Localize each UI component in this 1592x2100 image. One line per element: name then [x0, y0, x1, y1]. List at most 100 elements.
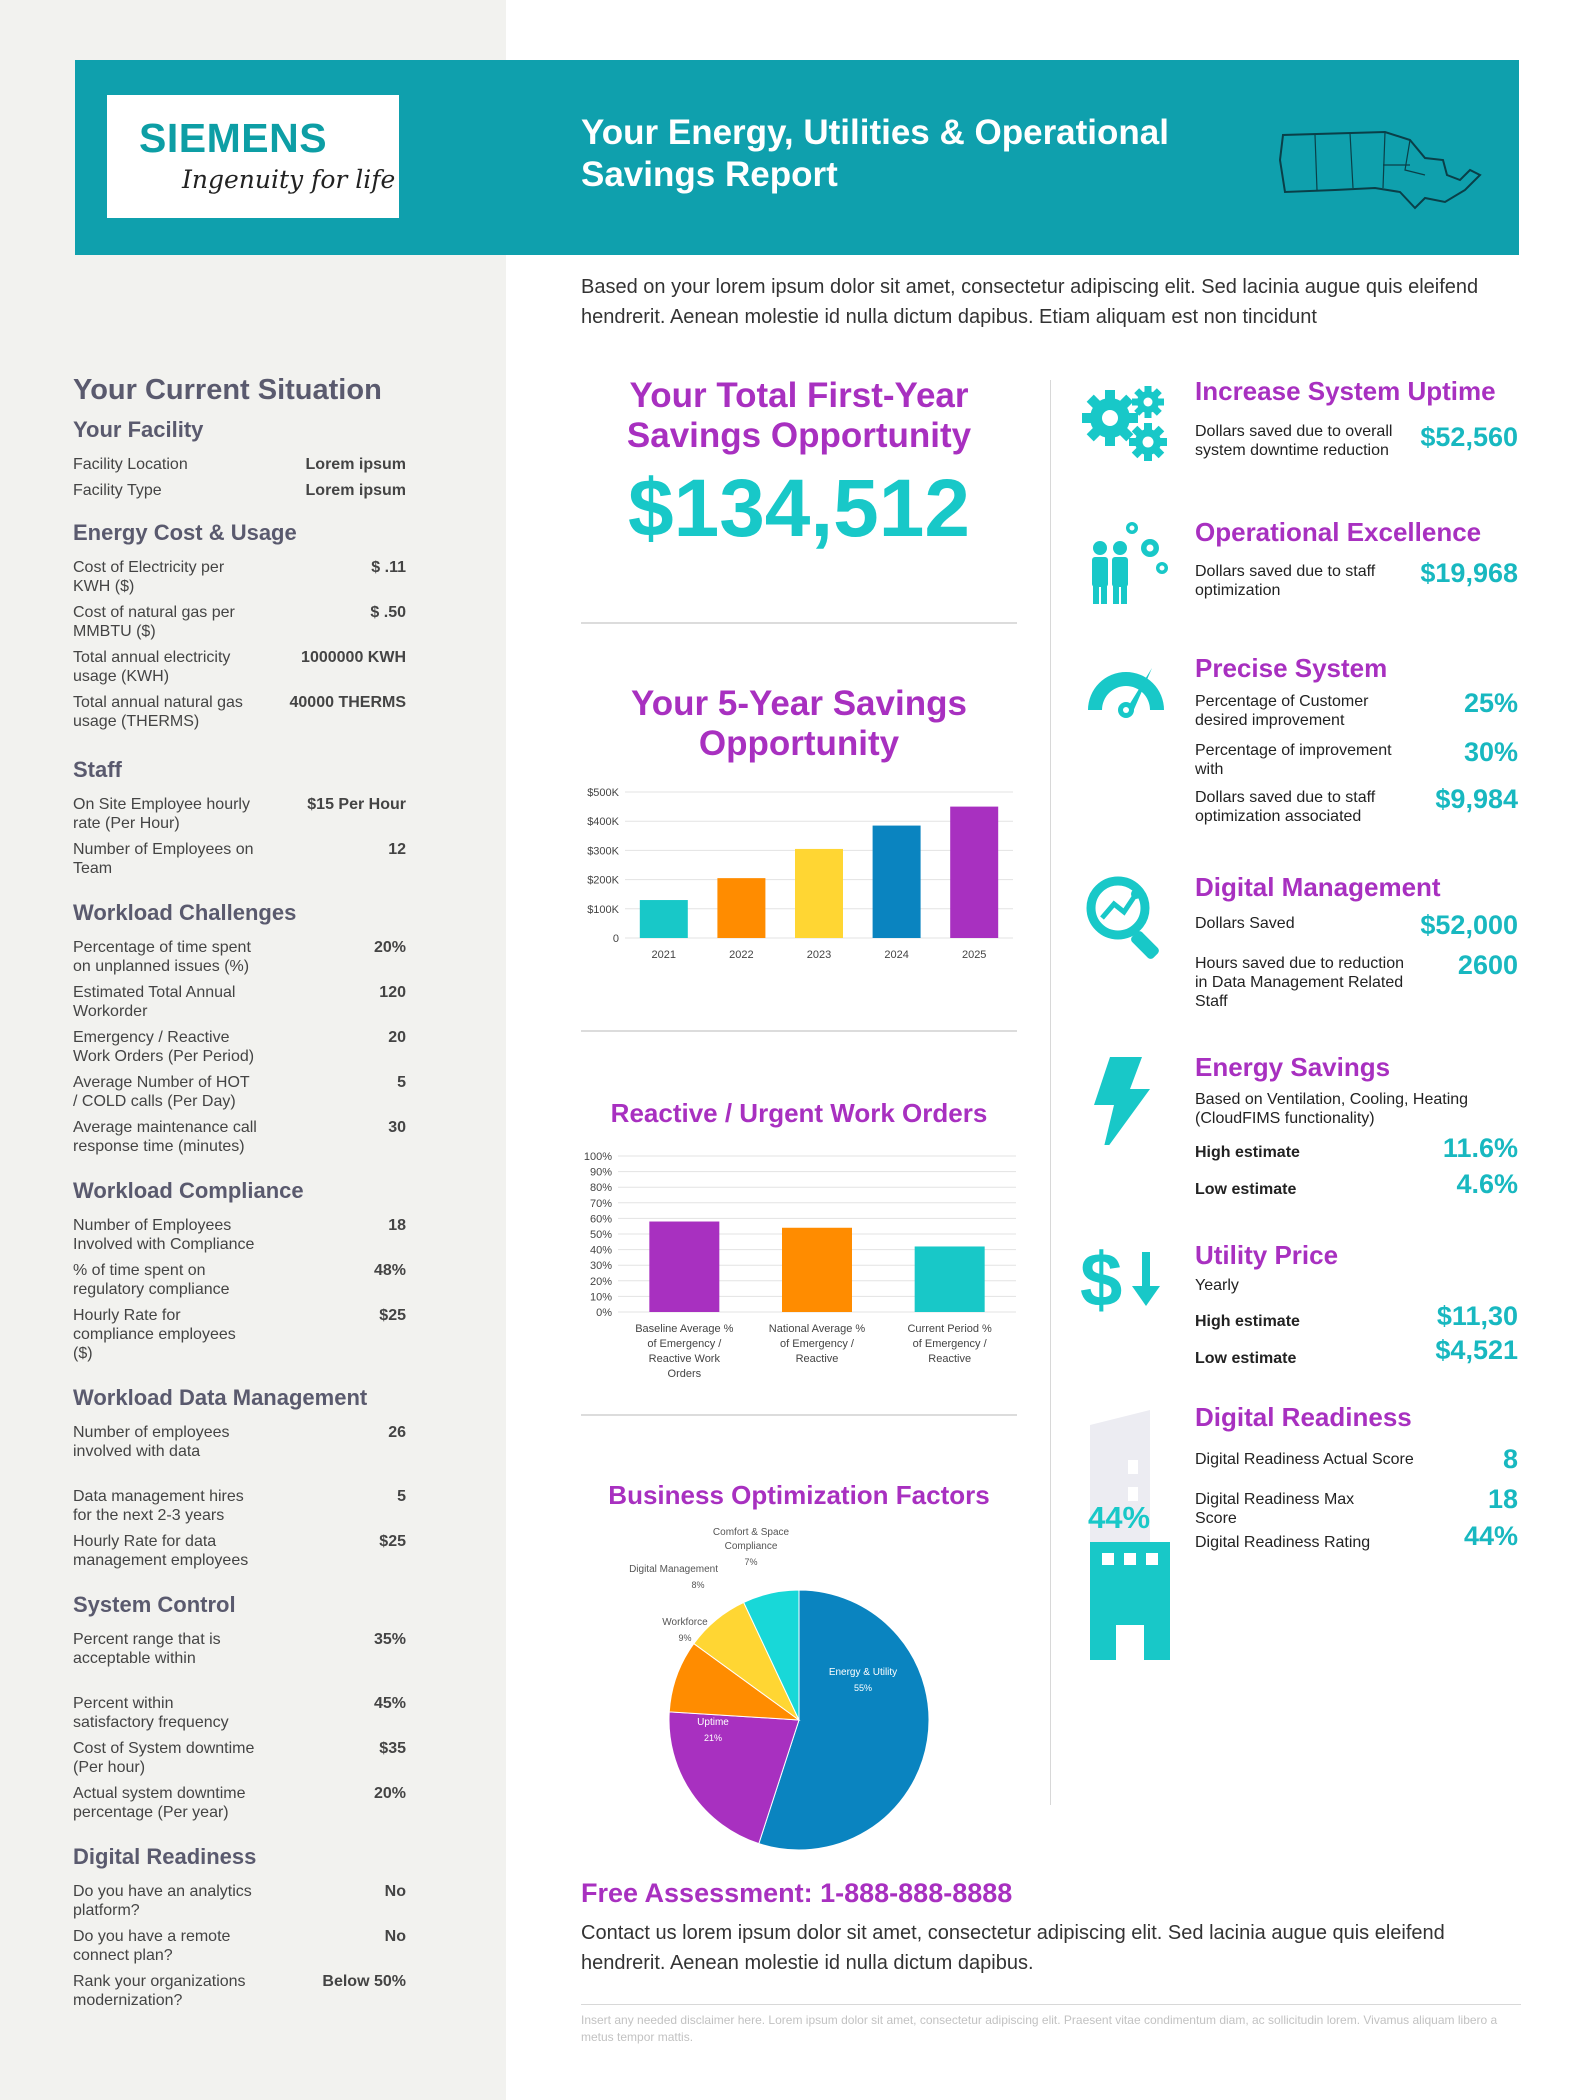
sidebar-row-label: Average Number of HOT / COLD calls (Per …: [73, 1074, 250, 1110]
sidebar-row-label: Cost of System downtime (Per hour): [73, 1740, 255, 1776]
sidebar-row-label: Actual system downtime percentage (Per y…: [73, 1785, 246, 1821]
sidebar-row-value: $ .50: [370, 604, 406, 621]
sidebar-row: Estimated Total Annual Workorder 120: [73, 983, 406, 1021]
sidebar-row-value: $25: [379, 1307, 406, 1324]
sidebar-row-label: Percentage of time spent on unplanned is…: [73, 939, 251, 975]
x-tick-label: 2024: [884, 949, 908, 961]
x-tick-label: Baseline Average %: [635, 1323, 733, 1335]
pie-slice-percent: 8%: [691, 1580, 704, 1590]
digital-mgmt-value: $52,000: [1420, 910, 1518, 940]
energy-low-value: 4.6%: [1456, 1169, 1518, 1199]
sidebar-row: Data management hires for the next 2-3 y…: [73, 1487, 406, 1525]
bar-2025: [950, 806, 999, 938]
y-tick-label: $400K: [587, 816, 619, 828]
energy-low-label: Low estimate: [1195, 1181, 1297, 1198]
opex-value: $19,968: [1420, 558, 1518, 588]
sidebar-row-value: No: [384, 1928, 406, 1945]
sidebar-row-value: Below 50%: [322, 1973, 406, 1990]
sidebar-row: Number of Employees Involved with Compli…: [73, 1216, 406, 1254]
column-divider: [1050, 380, 1051, 1805]
factors-title: Business Optimization Factors: [608, 1480, 990, 1510]
sidebar-row-value: 18: [388, 1217, 406, 1234]
y-tick-label: $300K: [587, 845, 619, 857]
sidebar-row: Hourly Rate for data management employee…: [73, 1532, 406, 1570]
bar-2024: [872, 825, 921, 938]
sidebar-section-heading: Staff: [73, 757, 122, 782]
logo-wordmark: SIEMENS: [139, 115, 328, 161]
sidebar-row: Cost of natural gas per MMBTU ($) $ .50: [73, 603, 406, 641]
pie-slice-label: Digital Management: [629, 1564, 718, 1575]
current-situation-sidebar: Your Current Situation Your Facility Faci…: [73, 374, 406, 2017]
x-tick-label: Reactive: [928, 1353, 971, 1365]
sidebar-row: Do you have a remote connect plan? No: [73, 1927, 406, 1965]
sidebar-row: Total annual electricity usage (KWH) 1000…: [73, 648, 406, 686]
readiness-label: Digital Readiness Max Score: [1195, 1491, 1355, 1527]
uptime-label: Dollars saved due to overall system down…: [1195, 423, 1393, 459]
sidebar-row-label: Average maintenance call response time (…: [73, 1119, 257, 1155]
sidebar-row: On Site Employee hourly rate (Per Hour) $…: [73, 795, 406, 833]
sidebar-row-value: 20: [388, 1029, 406, 1046]
work-orders-bar-chart: 0% 10% 20% 30% 40% 50% 60% 70% 80% 90% 100% Baselin…: [584, 1151, 1016, 1378]
sidebar-row: Percent within satisfactory frequency 45%: [73, 1694, 406, 1732]
sidebar-row: Facility Location Lorem ipsum: [73, 455, 406, 474]
utility-high-label: High estimate: [1195, 1313, 1300, 1330]
sidebar-row-label: Emergency / Reactive Work Orders (Per Pe…: [73, 1029, 255, 1065]
sidebar-section-heading: Your Facility: [73, 417, 204, 442]
y-tick-label: 70%: [590, 1198, 612, 1210]
x-tick-label: Orders: [668, 1368, 702, 1378]
sidebar-row-label: Do you have a remote connect plan?: [73, 1928, 231, 1964]
sidebar-row: Emergency / Reactive Work Orders (Per Pe…: [73, 1028, 406, 1066]
readiness-icon-percent: 44%: [1088, 1500, 1151, 1535]
sidebar-row-label: On Site Employee hourly rate (Per Hour): [73, 796, 250, 832]
sidebar-row-label: % of time spent on regulatory compliance: [73, 1262, 230, 1298]
y-tick-label: 10%: [590, 1291, 612, 1303]
x-tick-label: of Emergency /: [647, 1338, 722, 1350]
utility-desc: Yearly: [1195, 1277, 1239, 1294]
sidebar-row-value: 30: [388, 1119, 406, 1136]
report-header: SIEMENS Ingenuity for life Your Energy, …: [75, 60, 1519, 255]
sidebar-row-label: Data management hires for the next 2-3 y…: [73, 1488, 244, 1524]
sidebar-row: Do you have an analytics platform? No: [73, 1882, 406, 1920]
precise-value: 25%: [1463, 688, 1518, 718]
utility-high-value: $11,30: [1436, 1301, 1518, 1331]
sidebar-row: Facility Type Lorem ipsum: [73, 481, 406, 500]
uptime-title: Increase System Uptime: [1195, 376, 1496, 406]
uptime-value: $52,560: [1420, 422, 1518, 452]
sidebar-section-heading: Workload Compliance: [73, 1178, 304, 1203]
y-tick-label: 80%: [590, 1182, 612, 1194]
pie-slice-label: Energy & Utility: [829, 1667, 897, 1678]
sidebar-background: [0, 0, 506, 2100]
massachusetts-map-icon: [1278, 130, 1482, 210]
sidebar-row-label: Number of Employees Involved with Compli…: [73, 1217, 255, 1253]
y-tick-label: $100K: [587, 904, 619, 916]
utility-low-label: Low estimate: [1195, 1350, 1297, 1367]
sidebar-row-value: $35: [379, 1740, 406, 1757]
sidebar-section-heading: Digital Readiness: [73, 1844, 257, 1869]
free-assessment-text: Contact us lorem ipsum dolor sit amet, c…: [581, 1922, 1445, 1974]
pie-slice-percent: 21%: [704, 1733, 722, 1743]
pie-slice-label: Uptime: [697, 1717, 729, 1728]
bar-work-orders: [649, 1221, 720, 1312]
precise-label: Percentage of Customer desired improveme…: [1195, 693, 1369, 729]
y-tick-label: 60%: [590, 1213, 612, 1225]
y-tick-label: $500K: [587, 787, 619, 799]
sidebar-row: Actual system downtime percentage (Per y…: [73, 1784, 406, 1822]
sidebar-row-label: Estimated Total Annual Workorder: [73, 984, 236, 1020]
sidebar-row-value: 26: [388, 1424, 406, 1441]
readiness-value: 44%: [1463, 1521, 1518, 1551]
bar-2023: [795, 848, 843, 938]
sidebar-row: Hourly Rate for compliance employees ($)…: [73, 1306, 406, 1363]
center-divider: [581, 1414, 1017, 1416]
readiness-value: 8: [1502, 1444, 1518, 1474]
sidebar-row-label: Facility Location: [73, 456, 188, 473]
sidebar-row-value: 12: [388, 841, 406, 858]
sidebar-row-value: Lorem ipsum: [305, 456, 406, 473]
bar-2022: [717, 878, 766, 938]
sidebar-row-label: Total annual natural gas usage (THERMS): [73, 694, 243, 730]
sidebar-row-label: Percent within satisfactory frequency: [73, 1695, 229, 1731]
x-tick-label: 2025: [962, 949, 986, 961]
opex-title: Operational Excellence: [1195, 517, 1482, 547]
bar-2021: [639, 900, 688, 938]
footer-divider: [581, 2004, 1521, 2005]
precise-title: Precise System: [1195, 653, 1388, 683]
